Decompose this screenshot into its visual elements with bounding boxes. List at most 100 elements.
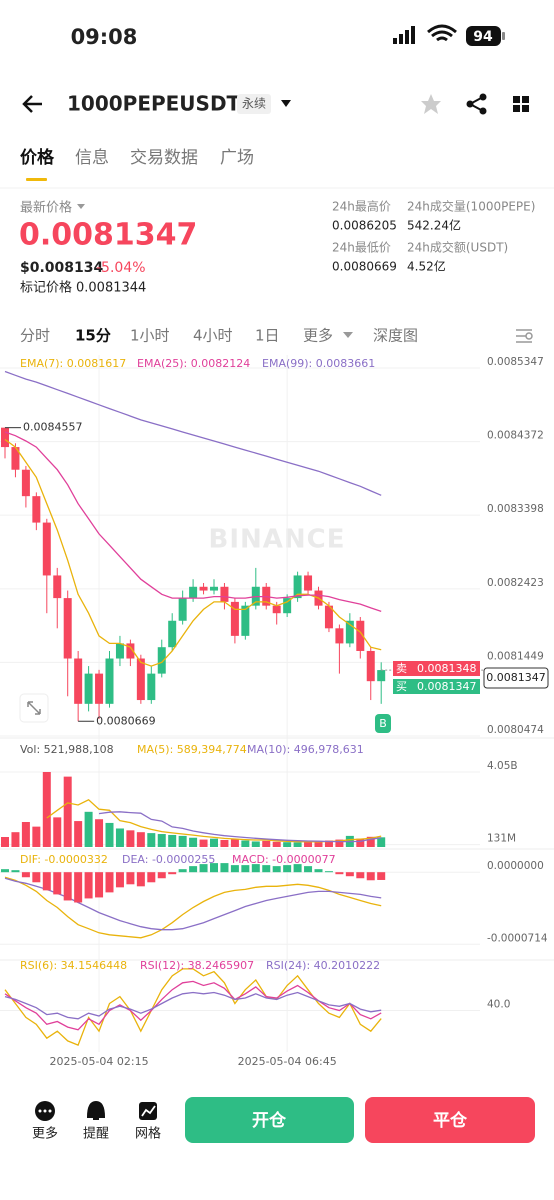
macd-bar [314,869,323,873]
tab-indicator [26,178,47,181]
stat-value: 0.0080669 [332,260,397,274]
candle-body [147,673,156,701]
interval-tab[interactable]: 更多 [303,327,333,345]
close-position-button[interactable] [365,1097,535,1143]
candle-body [230,601,239,636]
layout-icon[interactable] [513,96,529,112]
y-tick-label: 4.05B [487,760,518,772]
volume-bar [251,841,260,847]
interval-tab[interactable]: 1日 [255,327,280,345]
toolbar-label[interactable]: 提醒 [83,1126,109,1142]
stat-value: 4.52亿 [407,259,446,274]
interval-tab[interactable]: 15分 [75,327,111,345]
more-icon[interactable] [35,1101,55,1121]
indicator-settings[interactable] [516,329,533,343]
wifi-icon [427,24,457,42]
candle-body [241,605,250,636]
clock: 09:08 [71,25,138,49]
volume-bar [53,817,62,847]
candle-body [63,598,72,659]
interval-tab[interactable]: 深度图 [373,327,418,345]
macd-bar [115,872,124,888]
tab[interactable]: 信息 [75,148,109,168]
macd-bar [21,872,30,878]
macd-bar [178,869,187,873]
battery-tip [502,32,505,40]
toolbar-label[interactable]: 网格 [135,1126,161,1142]
macd-bar [324,871,333,873]
volume-bar [147,833,156,847]
macd-bar [126,872,135,885]
volume-bar [210,838,218,847]
tab[interactable]: 交易数据 [130,148,198,168]
volume-bar [272,841,281,847]
candle-body [366,650,375,682]
macd-bar [53,872,62,895]
time-label: 2025-05-04 02:15 [49,1055,148,1068]
legend-entry: DEA: -0.0000255 [122,853,215,866]
candle-body [136,658,145,701]
macd-bar [366,872,375,881]
tab[interactable]: 价格 [20,147,55,168]
legend-entry: RSI(12): 38.2465907 [140,959,254,972]
usd-price: $0.008134 [20,260,104,276]
stat-label: 24h最高价 [332,199,391,214]
interval-tab[interactable]: 分时 [20,327,50,345]
fullscreen-icon[interactable] [19,693,49,723]
buy-tag-label: 买 [396,680,407,693]
volume-bar [11,832,20,847]
candle-body [377,670,386,682]
sell-tag [393,661,480,676]
current-price-label: 0.0081347 [486,671,546,684]
tab[interactable]: 广场 [220,148,254,168]
indicator-line [4,438,382,667]
share-icon[interactable] [466,93,487,115]
mark-price: 0.0081344 [76,281,146,296]
volume-bar [21,822,30,847]
open-position-button[interactable] [185,1097,354,1143]
favorite-star[interactable] [421,94,441,114]
alert-icon[interactable] [86,1100,106,1120]
back-button[interactable] [22,95,42,113]
y-tick-label: 0.0083398 [487,503,544,515]
y-tick-label: 0.0080474 [487,724,544,736]
interval-tab[interactable]: 1小时 [130,327,170,345]
legend-entry: DIF: -0.0000332 [20,853,108,866]
macd-bar [272,866,281,873]
sell-tag-label: 卖 [396,662,407,675]
price-type-dropdown[interactable] [77,204,85,209]
volume-bar [84,811,93,847]
interval-tab[interactable]: 4小时 [193,327,233,345]
open-button-label[interactable]: 开仓 [252,1110,287,1131]
symbol-dropdown[interactable] [281,100,291,107]
macd-bar [220,863,229,873]
stat-label: 24h成交额(USDT) [407,240,508,255]
macd-bar [304,866,313,873]
contract-badge [237,94,271,114]
macd-bar [136,872,145,887]
more-dropdown[interactable] [343,332,353,338]
stat-label: 24h最低价 [332,241,391,255]
toolbar-label[interactable]: 更多 [32,1126,58,1142]
volume-bar [335,839,344,847]
grid-icon[interactable] [139,1102,157,1120]
legend-entry: RSI(24): 40.2010222 [266,959,380,972]
macd-bar [262,865,271,873]
macd-bar [210,863,218,873]
candle-body [21,469,30,497]
close-button-label[interactable]: 平仓 [433,1110,468,1131]
watermark: BINANCE [209,525,346,555]
mark-price-label: 标记价格 [20,280,72,296]
volume-bar [304,841,313,847]
candle-body [53,575,62,599]
volume-bar [241,840,250,847]
legend-entry: EMA(7): 0.0081617 [20,357,126,370]
trade-marker-label: B [379,717,387,730]
symbol[interactable]: 1000PEPEUSDT [67,92,241,116]
candle-body [126,643,135,659]
macd-bar [63,872,72,901]
price-change: -5.04% [96,260,146,276]
stat-value: 542.24亿 [407,218,461,233]
candle-body [304,575,313,591]
max-label: 0.0084557 [23,421,83,434]
